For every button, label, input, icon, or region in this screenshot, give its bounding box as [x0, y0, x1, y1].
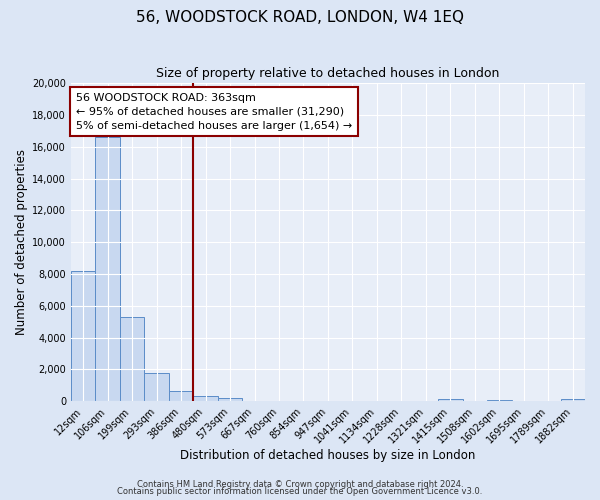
Text: Contains public sector information licensed under the Open Government Licence v3: Contains public sector information licen… — [118, 488, 482, 496]
Bar — [145, 374, 169, 401]
X-axis label: Distribution of detached houses by size in London: Distribution of detached houses by size … — [180, 450, 476, 462]
Bar — [487, 400, 512, 401]
Bar — [193, 396, 218, 401]
Bar — [71, 271, 95, 401]
Bar — [95, 137, 120, 401]
Y-axis label: Number of detached properties: Number of detached properties — [15, 149, 28, 335]
Text: Contains HM Land Registry data © Crown copyright and database right 2024.: Contains HM Land Registry data © Crown c… — [137, 480, 463, 489]
Text: 56, WOODSTOCK ROAD, LONDON, W4 1EQ: 56, WOODSTOCK ROAD, LONDON, W4 1EQ — [136, 10, 464, 25]
Bar — [438, 400, 463, 401]
Bar — [560, 400, 585, 401]
Bar — [120, 317, 145, 401]
Bar — [169, 391, 193, 401]
Bar — [218, 398, 242, 401]
Text: 56 WOODSTOCK ROAD: 363sqm
← 95% of detached houses are smaller (31,290)
5% of se: 56 WOODSTOCK ROAD: 363sqm ← 95% of detac… — [76, 92, 352, 130]
Title: Size of property relative to detached houses in London: Size of property relative to detached ho… — [156, 68, 500, 80]
